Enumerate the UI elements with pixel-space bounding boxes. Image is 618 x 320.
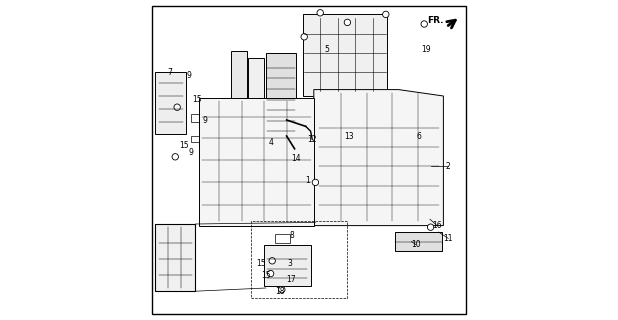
Text: 14: 14 — [292, 154, 301, 163]
Text: FR.: FR. — [427, 16, 444, 25]
Text: 11: 11 — [444, 234, 453, 243]
Text: 3: 3 — [287, 260, 292, 268]
Text: 17: 17 — [287, 275, 296, 284]
Bar — [396, 232, 442, 251]
Circle shape — [312, 179, 319, 186]
Polygon shape — [303, 14, 387, 96]
Circle shape — [428, 224, 434, 230]
Text: 13: 13 — [344, 132, 354, 140]
Circle shape — [344, 19, 350, 26]
Circle shape — [268, 270, 274, 277]
Text: 9: 9 — [203, 116, 208, 124]
Circle shape — [172, 154, 179, 160]
Polygon shape — [155, 72, 186, 134]
Polygon shape — [155, 224, 195, 291]
Text: 18: 18 — [276, 287, 285, 296]
Text: 8: 8 — [289, 231, 294, 240]
Text: 9: 9 — [187, 71, 192, 80]
Circle shape — [383, 11, 389, 18]
Text: 6: 6 — [417, 132, 422, 140]
Text: 15: 15 — [179, 141, 189, 150]
Text: 12: 12 — [307, 135, 317, 144]
Text: 15: 15 — [256, 260, 266, 268]
Circle shape — [174, 104, 180, 110]
Text: 10: 10 — [412, 240, 421, 249]
Polygon shape — [198, 98, 314, 226]
Polygon shape — [248, 58, 265, 136]
Text: 19: 19 — [421, 45, 431, 54]
Polygon shape — [314, 90, 443, 226]
Text: 16: 16 — [432, 221, 442, 230]
Text: 9: 9 — [188, 148, 193, 156]
Bar — [266, 53, 296, 136]
Circle shape — [317, 10, 323, 16]
Text: 15: 15 — [261, 271, 271, 280]
Text: 7: 7 — [167, 68, 172, 76]
Circle shape — [269, 258, 276, 264]
Circle shape — [421, 21, 428, 27]
Text: 15: 15 — [192, 95, 202, 104]
Polygon shape — [265, 245, 311, 286]
Polygon shape — [231, 51, 247, 142]
Text: 1: 1 — [305, 176, 310, 185]
Text: 2: 2 — [446, 162, 451, 171]
Circle shape — [279, 286, 285, 293]
Text: 4: 4 — [268, 138, 273, 147]
Text: 5: 5 — [324, 45, 329, 54]
Circle shape — [301, 34, 307, 40]
